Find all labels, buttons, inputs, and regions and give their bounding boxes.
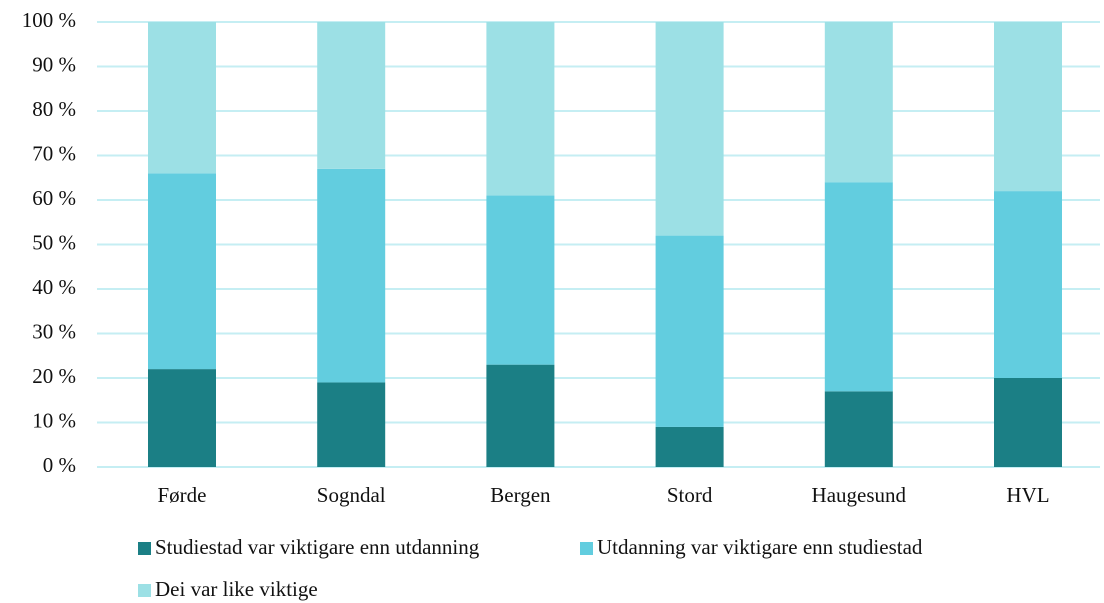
y-tick-label: 100 % (22, 8, 76, 32)
bar-segment (994, 191, 1062, 378)
y-tick-label: 0 % (43, 453, 76, 477)
y-tick-label: 40 % (32, 275, 76, 299)
bar-segment (317, 382, 386, 467)
y-tick-label: 20 % (32, 364, 76, 388)
x-tick-label: Haugesund (812, 483, 907, 507)
bar-segment (994, 22, 1062, 192)
bar-segment (824, 391, 893, 467)
bar-segment (486, 364, 555, 467)
legend-label: Dei var like viktige (155, 577, 318, 601)
legend-label: Utdanning var viktigare enn studiestad (597, 535, 923, 559)
bar-segment (655, 235, 724, 427)
x-tick-label: Førde (158, 483, 207, 507)
y-tick-label: 90 % (32, 52, 76, 76)
y-tick-label: 30 % (32, 319, 76, 343)
bar-segment (148, 369, 216, 467)
bar-segment (317, 22, 386, 169)
legend-swatch (580, 542, 593, 555)
bar-segment (148, 173, 216, 370)
legend-swatch (138, 584, 151, 597)
bar-segment (824, 22, 893, 183)
legend-swatch (138, 542, 151, 555)
x-tick-label: Sogndal (317, 483, 386, 507)
x-tick-label: Stord (667, 483, 713, 507)
bar-segment (317, 168, 386, 383)
y-tick-label: 10 % (32, 408, 76, 432)
bar-segment (148, 22, 216, 174)
legend-label: Studiestad var viktigare enn utdanning (155, 535, 480, 559)
y-tick-label: 50 % (32, 230, 76, 254)
bar-segment (824, 182, 893, 392)
x-tick-label: HVL (1006, 483, 1049, 507)
y-tick-label: 70 % (32, 141, 76, 165)
bar-segment (486, 195, 555, 365)
bar-segment (655, 22, 724, 236)
x-tick-label: Bergen (490, 483, 551, 507)
bar-segment (486, 22, 555, 196)
y-tick-label: 80 % (32, 97, 76, 121)
y-tick-label: 60 % (32, 186, 76, 210)
bar-segment (994, 378, 1062, 467)
bar-segment (655, 426, 724, 467)
